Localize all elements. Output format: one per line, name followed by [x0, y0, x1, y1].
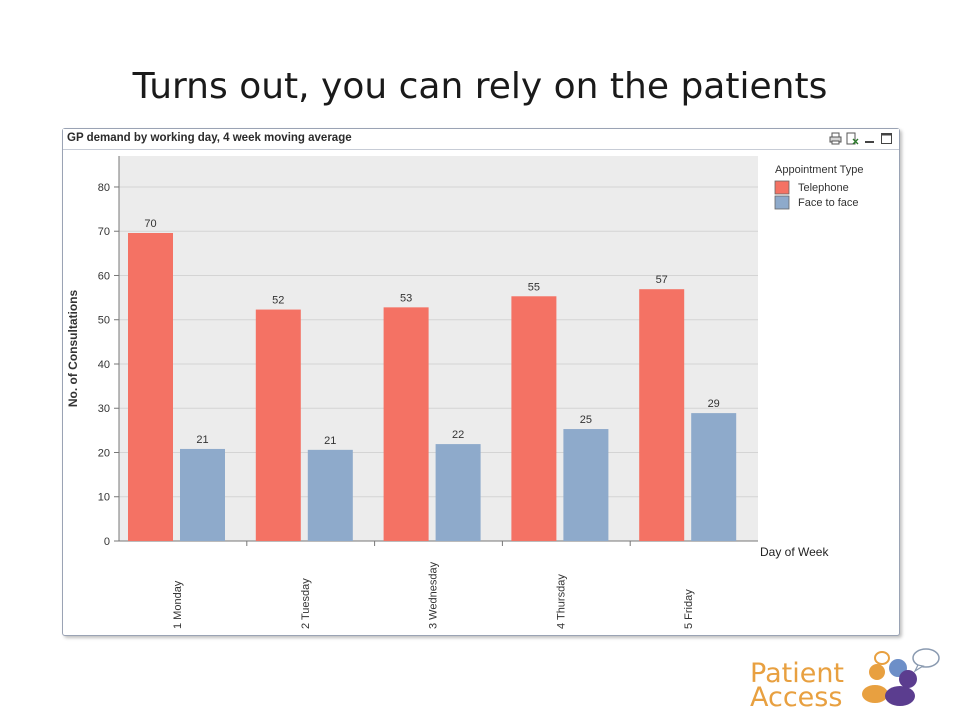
bar-telephone	[128, 233, 173, 541]
y-tick-label: 50	[98, 315, 110, 327]
y-tick-label: 60	[98, 270, 110, 282]
bar-telephone	[639, 289, 685, 541]
y-tick-label: 0	[104, 536, 110, 548]
export-excel-icon[interactable]	[846, 132, 859, 145]
chart-caption-title: GP demand by working day, 4 week moving …	[67, 132, 352, 144]
print-icon[interactable]	[829, 132, 842, 145]
patient-access-logo: Patient Access	[750, 646, 950, 712]
bar-face-to-face	[307, 449, 353, 541]
x-tick-label: 1 Monday	[172, 580, 184, 629]
logo-text-line1: Patient	[750, 658, 845, 689]
logo-text-line2: Access	[750, 682, 843, 713]
legend-label: Telephone	[798, 182, 849, 194]
y-tick-label: 20	[98, 447, 110, 459]
data-label: 57	[656, 274, 668, 286]
x-tick-label: 2 Tuesday	[300, 578, 312, 629]
bar-face-to-face	[180, 448, 225, 541]
x-tick-label: 3 Wednesday	[428, 561, 440, 629]
y-axis-label: No. of Consultations	[66, 290, 80, 408]
chart-panel: GP demand by working day, 4 week moving …	[62, 128, 900, 636]
x-axis-label: Day of Week	[760, 545, 829, 559]
data-label: 25	[580, 414, 592, 426]
logo-people-icon	[862, 648, 940, 706]
x-tick-label: 4 Thursday	[555, 574, 567, 629]
bar-face-to-face	[435, 444, 481, 541]
data-label: 70	[144, 218, 156, 230]
data-label: 22	[452, 429, 464, 441]
legend-label: Face to face	[798, 197, 859, 209]
legend-swatch-telephone	[774, 180, 790, 195]
minimize-icon[interactable]	[863, 132, 876, 145]
data-label: 55	[528, 281, 540, 293]
data-label: 52	[272, 295, 284, 307]
chart-caption-bar: GP demand by working day, 4 week moving …	[63, 129, 899, 150]
maximize-icon[interactable]	[880, 132, 893, 145]
y-tick-label: 80	[98, 182, 110, 194]
caption-icons	[829, 132, 893, 145]
bar-telephone	[511, 296, 557, 541]
bar-chart: 0 10 20 30 40 50 60 70 80 No. of Consultations 70 2…	[66, 156, 863, 629]
x-tick-label: 5 Friday	[683, 589, 695, 629]
legend-swatch-face-to-face	[774, 195, 790, 210]
y-tick-label: 30	[98, 403, 110, 415]
bar-telephone	[383, 307, 429, 541]
slide-title: Turns out, you can rely on the patients	[132, 66, 828, 107]
data-label: 29	[708, 398, 720, 410]
legend-title: Appointment Type	[775, 164, 863, 176]
bar-telephone	[255, 309, 301, 541]
y-tick-label: 40	[98, 359, 110, 371]
data-label: 53	[400, 292, 412, 304]
y-tick-label: 70	[98, 226, 110, 238]
bar-face-to-face	[691, 413, 737, 541]
y-tick-label: 10	[98, 492, 110, 504]
data-label: 21	[196, 434, 208, 446]
bar-face-to-face	[563, 429, 609, 541]
data-label: 21	[324, 435, 336, 447]
